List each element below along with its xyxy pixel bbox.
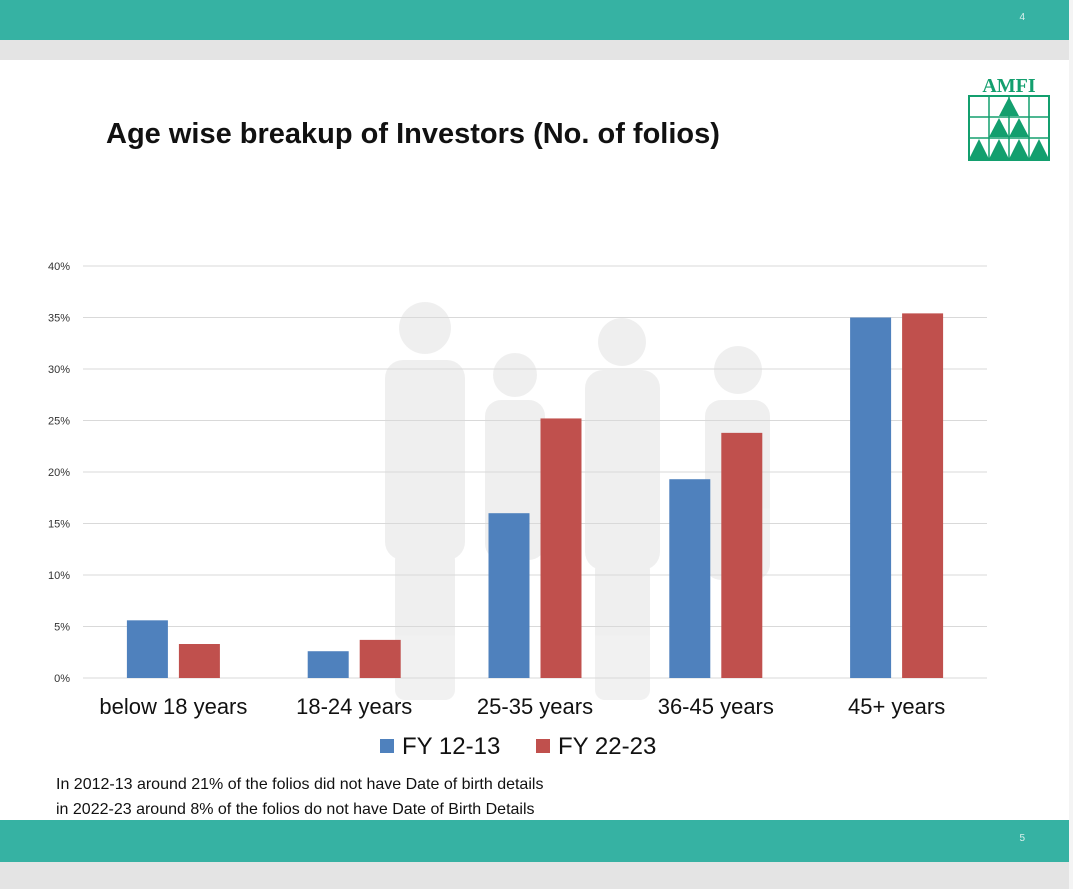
legend-swatch bbox=[536, 739, 550, 753]
bar bbox=[488, 513, 530, 678]
bar bbox=[902, 313, 944, 678]
bottom-slide-bar: 5 bbox=[0, 820, 1069, 862]
note-line-1: In 2012-13 around 21% of the folios did … bbox=[56, 776, 544, 793]
y-tick-label: 0% bbox=[54, 673, 70, 685]
bar bbox=[126, 620, 168, 678]
x-category-label: below 18 years bbox=[99, 694, 247, 719]
bar bbox=[307, 651, 349, 678]
legend-swatch bbox=[380, 739, 394, 753]
bars bbox=[126, 313, 944, 678]
x-axis-categories: below 18 years 18-24 years 25-35 years 36-4… bbox=[99, 694, 945, 719]
y-tick-label: 5% bbox=[54, 622, 70, 634]
bar-chart: 0% 5% 10% 15% 20% 25% 30% 35% 40% below 18 years… bbox=[48, 261, 987, 760]
y-tick-label: 30% bbox=[48, 364, 70, 376]
right-border bbox=[1069, 0, 1073, 889]
note-line-2: in 2022-23 around 8% of the folios do no… bbox=[56, 801, 535, 818]
logo-text: AMFI bbox=[982, 75, 1036, 97]
grid-lines bbox=[83, 265, 987, 679]
y-tick-label: 15% bbox=[48, 519, 70, 531]
amfi-logo: AMFI bbox=[968, 75, 1050, 161]
chart-title: Age wise breakup of Investors (No. of fo… bbox=[106, 118, 720, 150]
x-category-label: 25-35 years bbox=[477, 694, 593, 719]
bar bbox=[178, 644, 220, 678]
bar bbox=[669, 479, 711, 678]
slide-gap-bottom bbox=[0, 862, 1073, 889]
legend-label: FY 12-13 bbox=[402, 733, 500, 760]
bar bbox=[850, 317, 892, 678]
y-tick-label: 25% bbox=[48, 416, 70, 428]
legend-label: FY 22-23 bbox=[558, 733, 656, 760]
y-tick-label: 35% bbox=[48, 313, 70, 325]
slide-gap bbox=[0, 40, 1073, 60]
y-tick-label: 10% bbox=[48, 570, 70, 582]
bar bbox=[540, 418, 582, 678]
y-axis-ticks: 0% 5% 10% 15% 20% 25% 30% 35% 40% bbox=[48, 261, 70, 685]
x-category-label: 45+ years bbox=[848, 694, 945, 719]
y-tick-label: 20% bbox=[48, 467, 70, 479]
x-category-label: 18-24 years bbox=[296, 694, 412, 719]
bar bbox=[721, 432, 763, 678]
bar bbox=[359, 639, 401, 678]
y-tick-label: 40% bbox=[48, 261, 70, 273]
top-page-number: 4 bbox=[1019, 12, 1025, 23]
top-slide-bar: 4 bbox=[0, 0, 1069, 40]
legend: FY 12-13 FY 22-23 bbox=[380, 733, 656, 760]
bottom-page-number: 5 bbox=[1019, 833, 1025, 844]
x-category-label: 36-45 years bbox=[658, 694, 774, 719]
